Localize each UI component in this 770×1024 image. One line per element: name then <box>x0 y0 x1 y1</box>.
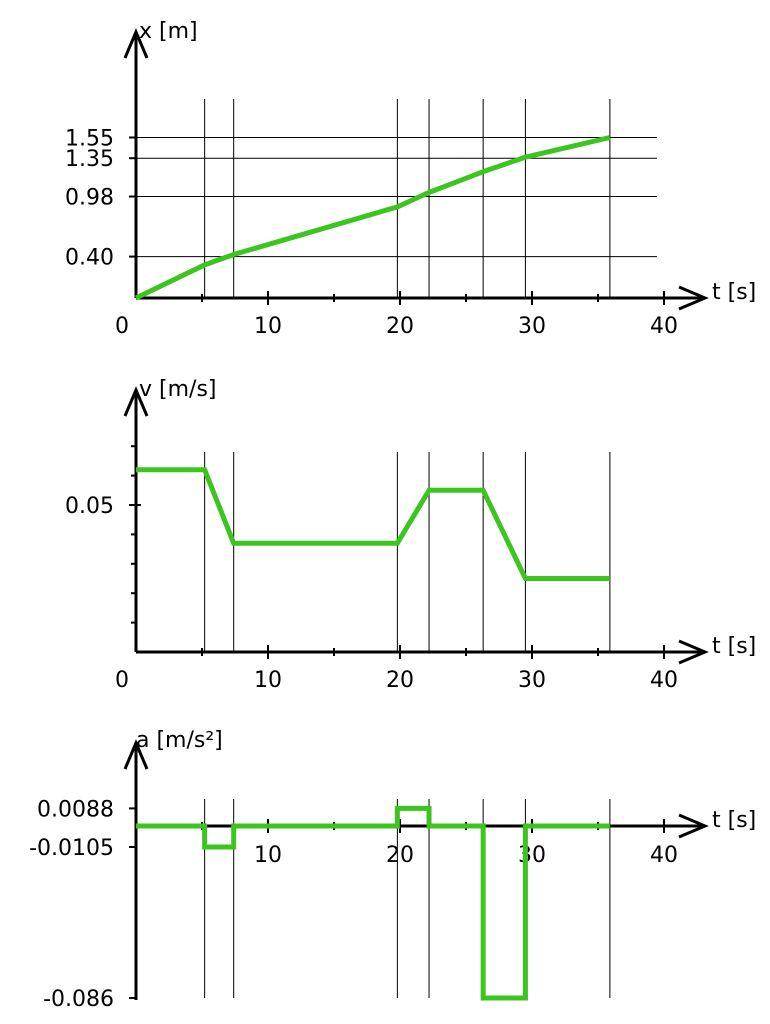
x-tick-label: 10 <box>254 843 282 868</box>
y-axis-arrow <box>123 386 149 417</box>
x-tick-label: 20 <box>386 668 414 693</box>
y-tick-label: 1.35 <box>65 147 114 172</box>
y-tick-label: -0.086 <box>43 987 114 1012</box>
chart-panel-2: 0 10 20 30 40 0.05 v [m/s] t [s] <box>65 377 756 693</box>
y-tick-label: 1.55 <box>65 127 114 152</box>
x-tick-label: 10 <box>254 668 282 693</box>
y-tick-label: 0.05 <box>65 494 114 519</box>
x-axis-label: t [s] <box>712 280 756 305</box>
x-tick-label: 30 <box>518 843 546 868</box>
chart-panel-1: 0 10 20 30 40 0.40 0.98 1.351.55 x [m] t [s] <box>65 19 756 339</box>
series-line <box>136 467 610 581</box>
series-line <box>134 135 611 301</box>
x-tick-label: 0 <box>115 314 129 339</box>
x-tick-label: 20 <box>386 843 414 868</box>
y-axis-arrow <box>123 739 149 770</box>
y-axis-label: v [m/s] <box>139 377 216 402</box>
x-axis-arrow <box>678 813 709 839</box>
x-tick-label: 30 <box>518 668 546 693</box>
y-axis-label: a [m/s²] <box>136 728 223 753</box>
x-axis-arrow <box>678 285 709 311</box>
x-tick-label: 0 <box>115 668 129 693</box>
x-tick-label: 10 <box>254 314 282 339</box>
x-axis-arrow <box>678 639 709 665</box>
x-axis-label: t [s] <box>712 634 756 659</box>
x-tick-label: 40 <box>650 843 678 868</box>
y-tick-label: 0.98 <box>65 186 114 211</box>
x-axis-label: t [s] <box>712 808 756 833</box>
x-tick-label: 40 <box>650 314 678 339</box>
series-line <box>136 805 610 1001</box>
y-axis-label: x [m] <box>139 19 198 44</box>
y-tick-label: 0.40 <box>65 246 114 271</box>
y-tick-label: -0.0105 <box>29 836 114 861</box>
y-axis-arrow <box>123 28 149 59</box>
x-tick-label: 40 <box>650 668 678 693</box>
x-tick-label: 30 <box>518 314 546 339</box>
chart-panel-3: 10 20 30 40 0.0088 -0.0105 -0.086 a [m/s²] t [s] <box>29 728 756 1012</box>
y-tick-label: 0.0088 <box>37 797 114 822</box>
x-tick-label: 20 <box>386 314 414 339</box>
